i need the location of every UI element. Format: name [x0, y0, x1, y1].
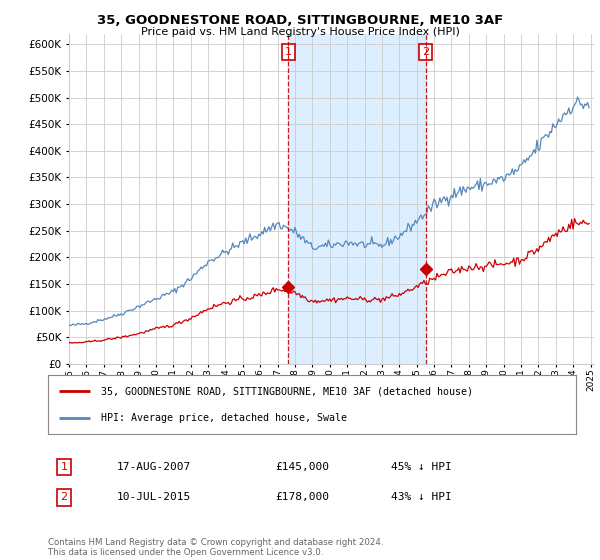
- Text: 2: 2: [60, 492, 67, 502]
- Text: 1: 1: [285, 47, 292, 57]
- Text: 45% ↓ HPI: 45% ↓ HPI: [391, 462, 452, 472]
- Text: HPI: Average price, detached house, Swale: HPI: Average price, detached house, Swal…: [101, 413, 347, 423]
- Bar: [289, 34, 426, 364]
- Text: Price paid vs. HM Land Registry's House Price Index (HPI): Price paid vs. HM Land Registry's House …: [140, 27, 460, 37]
- Text: 2: 2: [422, 47, 429, 57]
- Text: 35, GOODNESTONE ROAD, SITTINGBOURNE, ME10 3AF (detached house): 35, GOODNESTONE ROAD, SITTINGBOURNE, ME1…: [101, 386, 473, 396]
- Text: 43% ↓ HPI: 43% ↓ HPI: [391, 492, 452, 502]
- Text: 10-JUL-2015: 10-JUL-2015: [116, 492, 191, 502]
- Text: 35, GOODNESTONE ROAD, SITTINGBOURNE, ME10 3AF: 35, GOODNESTONE ROAD, SITTINGBOURNE, ME1…: [97, 14, 503, 27]
- Text: Contains HM Land Registry data © Crown copyright and database right 2024.
This d: Contains HM Land Registry data © Crown c…: [48, 538, 383, 557]
- Text: 1: 1: [61, 462, 67, 472]
- Text: £178,000: £178,000: [275, 492, 329, 502]
- Text: 17-AUG-2007: 17-AUG-2007: [116, 462, 191, 472]
- Text: £145,000: £145,000: [275, 462, 329, 472]
